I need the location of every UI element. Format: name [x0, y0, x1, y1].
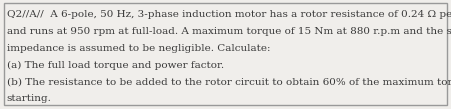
Text: (a) The full load torque and power factor.: (a) The full load torque and power facto…: [7, 60, 224, 70]
Text: Q2//A//  A 6-pole, 50 Hz, 3-phase induction motor has a rotor resistance of 0.24: Q2//A// A 6-pole, 50 Hz, 3-phase inducti…: [7, 10, 451, 19]
Text: and runs at 950 rpm at full-load. A maximum torque of 15 Nm at 880 r.p.m and the: and runs at 950 rpm at full-load. A maxi…: [7, 27, 451, 36]
Text: starting.: starting.: [7, 94, 52, 103]
FancyBboxPatch shape: [4, 3, 447, 105]
Text: impedance is assumed to be negligible. Calculate:: impedance is assumed to be negligible. C…: [7, 44, 270, 53]
Text: (b) The resistance to be added to the rotor circuit to obtain 60% of the maximum: (b) The resistance to be added to the ro…: [7, 77, 451, 87]
